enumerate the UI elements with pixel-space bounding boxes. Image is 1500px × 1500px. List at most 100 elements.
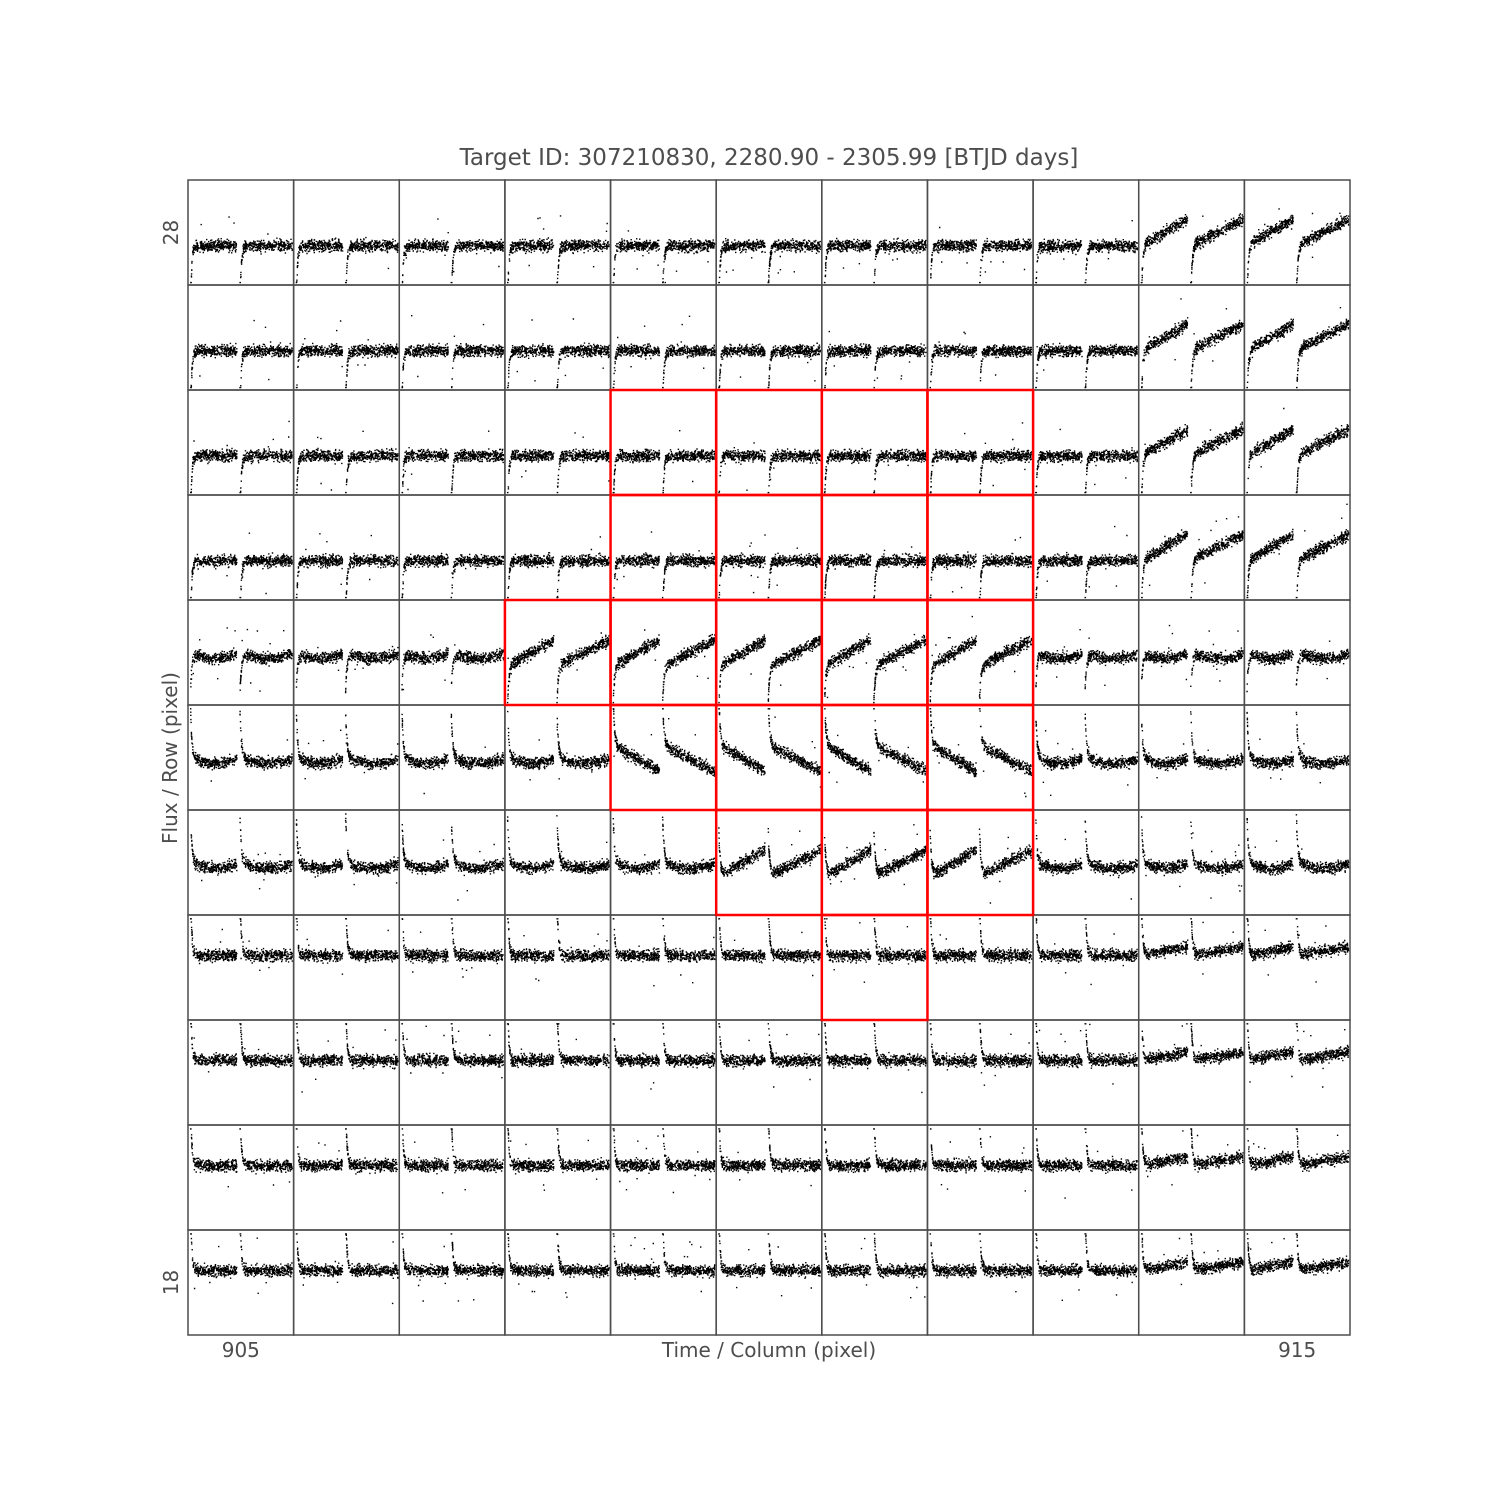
- pixel-frame: [1032, 1124, 1140, 1231]
- flux-points: [295, 320, 399, 389]
- flux-points: [190, 918, 293, 971]
- flux-points: [190, 1128, 293, 1188]
- pixel-frame: [1243, 494, 1351, 601]
- pixel-cell: [1137, 599, 1246, 706]
- flux-points: [295, 813, 399, 886]
- flux-points: [507, 536, 610, 599]
- pixel-cell: [398, 704, 506, 811]
- pixel-cell: [715, 1124, 823, 1231]
- aperture-outline: [503, 388, 1035, 1022]
- flux-points: [612, 816, 716, 876]
- pixel-frame: [1243, 1229, 1351, 1336]
- pixel-cell: [821, 1229, 929, 1336]
- pixel-cell: [187, 1229, 295, 1336]
- pixel-frame: [398, 494, 506, 601]
- flux-points: [1141, 711, 1244, 779]
- pixel-cell: [504, 1229, 612, 1336]
- flux-points: [1246, 918, 1350, 983]
- flux-points: [929, 918, 1033, 964]
- flux-points: [1246, 814, 1350, 876]
- flux-points: [718, 1023, 821, 1088]
- pixel-frame: [504, 284, 612, 391]
- flux-points: [1141, 421, 1244, 494]
- pixel-frame: [821, 1229, 929, 1336]
- aperture-pixel: [926, 493, 1035, 602]
- flux-points: [507, 215, 610, 284]
- pixel-cell: [821, 284, 929, 391]
- pixel-frame: [1032, 284, 1140, 391]
- pixel-frame: [187, 284, 295, 391]
- pixel-frame: [926, 494, 1034, 601]
- flux-points: [718, 827, 822, 879]
- pixel-cell: [398, 809, 506, 916]
- pixel-cell: [398, 914, 506, 1021]
- pixel-frame: [187, 389, 295, 496]
- pixel-frame: [1137, 704, 1246, 811]
- flux-points: [1141, 1023, 1244, 1067]
- pixel-frame: [926, 1229, 1034, 1336]
- pixel-cell: [821, 704, 929, 811]
- pixel-frame: [292, 704, 401, 811]
- pixel-cell: [398, 599, 506, 706]
- x-axis-label: Time / Column (pixel): [661, 1338, 876, 1362]
- flux-points: [190, 708, 293, 782]
- flux-points: [190, 532, 293, 599]
- pixel-cell: [1032, 179, 1140, 286]
- pixel-cell: [292, 809, 401, 916]
- pixel-cell: [715, 914, 823, 1021]
- pixel-cell: [1032, 704, 1140, 811]
- pixel-cell: [609, 914, 717, 1021]
- pixel-cell: [1243, 389, 1351, 496]
- flux-points: [612, 430, 716, 494]
- flux-points: [190, 216, 293, 284]
- flux-points: [506, 632, 610, 704]
- x-tick-labels: 905 915: [222, 1338, 1317, 1362]
- flux-points: [718, 534, 822, 599]
- flux-points: [190, 319, 293, 389]
- aperture-pixel: [820, 913, 929, 1022]
- pixel-frame: [715, 284, 823, 391]
- pixel-frame: [609, 494, 717, 601]
- pixel-cell: [926, 284, 1034, 391]
- pixel-cell: [926, 914, 1034, 1021]
- flux-points: [718, 1128, 822, 1187]
- flux-points: [612, 918, 716, 987]
- pixel-frame: [504, 1019, 612, 1126]
- flux-points: [295, 1128, 398, 1175]
- flux-points: [824, 633, 927, 704]
- flux-points: [1035, 819, 1139, 900]
- flux-points: [1141, 624, 1244, 687]
- pixel-cell: [1243, 599, 1351, 706]
- pixel-frame: [398, 1124, 506, 1231]
- pixel-cell: [504, 389, 612, 496]
- pixel-cell: [504, 284, 612, 391]
- pixel-cell: [292, 914, 401, 1021]
- pixel-cell: [1032, 389, 1140, 496]
- flux-points: [401, 824, 505, 901]
- pixel-cell: [504, 1019, 612, 1126]
- flux-points: [612, 629, 716, 704]
- flux-points: [823, 1233, 927, 1299]
- pixel-frame: [609, 389, 717, 496]
- pixel-cell: [926, 704, 1034, 811]
- pixel-cell: [504, 179, 612, 286]
- pixel-cell: [1243, 179, 1351, 286]
- chart-title: Target ID: 307210830, 2280.90 - 2305.99 …: [459, 145, 1079, 171]
- pixel-cell: [1137, 284, 1246, 391]
- pixel-cell: [504, 599, 612, 706]
- pixel-cell: [821, 599, 929, 706]
- flux-points: [718, 342, 822, 389]
- pixel-cell: [398, 179, 506, 286]
- pixel-cell: [715, 494, 823, 601]
- pixel-frame: [292, 179, 401, 286]
- pixel-frame: [398, 704, 506, 811]
- pixel-frame: [1032, 389, 1140, 496]
- pixel-frame: [609, 284, 717, 391]
- flux-points: [612, 230, 716, 284]
- pixel-cell: [1137, 179, 1246, 286]
- pixel-cell: [187, 1124, 295, 1231]
- pixel-cell: [187, 809, 295, 916]
- aperture-pixel: [926, 808, 1035, 917]
- pixel-cell: [187, 389, 295, 496]
- pixel-cell: [821, 914, 929, 1021]
